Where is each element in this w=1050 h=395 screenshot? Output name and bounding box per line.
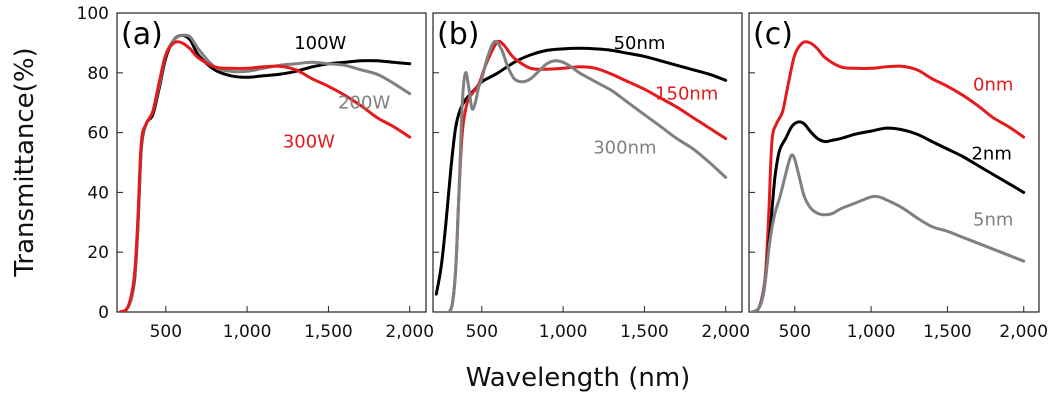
series-label-a-200w: 200W: [338, 93, 390, 114]
series-line-a-300w: [118, 40, 412, 312]
panel-c: 500 1,000 1,500 2,000 0nm 2nm 5nm (c): [748, 12, 1048, 342]
panel-a-y-tick-label: 0: [98, 303, 109, 323]
chart-panels: 500 1,000 1,500 2,000020406080100100W200W30…: [77, 4, 1049, 342]
series-label-a-300w: 300W: [283, 132, 335, 153]
panel-a-y-tick-label: 20: [87, 243, 109, 263]
series-label-c-5nm: 5nm: [973, 209, 1013, 230]
panel-a-y-tick-label: 80: [87, 64, 109, 84]
panel-c-x-tick-label: 1,500: [923, 322, 972, 342]
panel-c-series-group: [750, 40, 1026, 312]
series-label-b-300nm: 300nm: [593, 138, 656, 159]
panel-a-y-tick-label: 100: [77, 4, 109, 24]
panel-c-x-tick-label: 2,000: [999, 322, 1048, 342]
panel-b-x-tick-label: 1,000: [539, 322, 588, 342]
panel-c-frame: [748, 12, 1040, 313]
panel-a-series-group: [118, 33, 412, 312]
series-line-b-300nm: [447, 39, 728, 312]
panel-b-frame: [432, 12, 743, 313]
panel-a-y-tick-label: 40: [87, 183, 109, 203]
series-line-b-150nm: [447, 39, 728, 312]
panel-label-b: (b): [437, 17, 479, 52]
panel-a-y-tick-label: 60: [87, 124, 109, 144]
panel-a: 500 1,000 1,500 2,000 0 20 40 60 80 100 100W 200W30…: [77, 4, 435, 342]
series-line-c-2nm: [750, 120, 1026, 312]
panel-c-x-tick-label: 500: [779, 322, 811, 342]
panel-label-a: (a): [121, 17, 163, 52]
series-label-a-100w: 100W: [294, 33, 346, 54]
series-line-b-50nm: [434, 46, 728, 296]
series-label-b-150nm: 150nm: [655, 84, 718, 105]
panel-a-x-tick-label: 1,500: [304, 322, 353, 342]
panel-b-x-tick-label: 500: [466, 322, 498, 342]
series-label-b-50nm: 50nm: [614, 33, 666, 54]
series-line-a-100w: [118, 33, 412, 312]
panel-b-series-group: [434, 39, 728, 312]
series-label-c-0nm: 0nm: [973, 75, 1013, 96]
series-label-c-2nm: 2nm: [971, 144, 1011, 165]
panel-b-x-tick-label: 2,000: [701, 322, 750, 342]
panel-a-frame: [116, 12, 427, 313]
panel-a-x-tick-label: 500: [150, 322, 182, 342]
panel-b-x-tick-label: 1,500: [620, 322, 669, 342]
y-axis-title: Transmittance(%): [10, 47, 40, 277]
panel-b: 500 1,000 1,500 2,000 50nm 150nm 300nm (b): [432, 12, 750, 342]
series-line-c-5nm: [750, 153, 1026, 312]
panel-label-c: (c): [753, 17, 793, 52]
series-line-c-0nm: [750, 40, 1026, 312]
panel-a-x-tick-label: 2,000: [385, 322, 434, 342]
x-axis-title: Wavelength (nm): [466, 363, 691, 393]
panel-c-x-tick-label: 1,000: [847, 322, 896, 342]
panel-a-x-tick-label: 1,000: [223, 322, 272, 342]
